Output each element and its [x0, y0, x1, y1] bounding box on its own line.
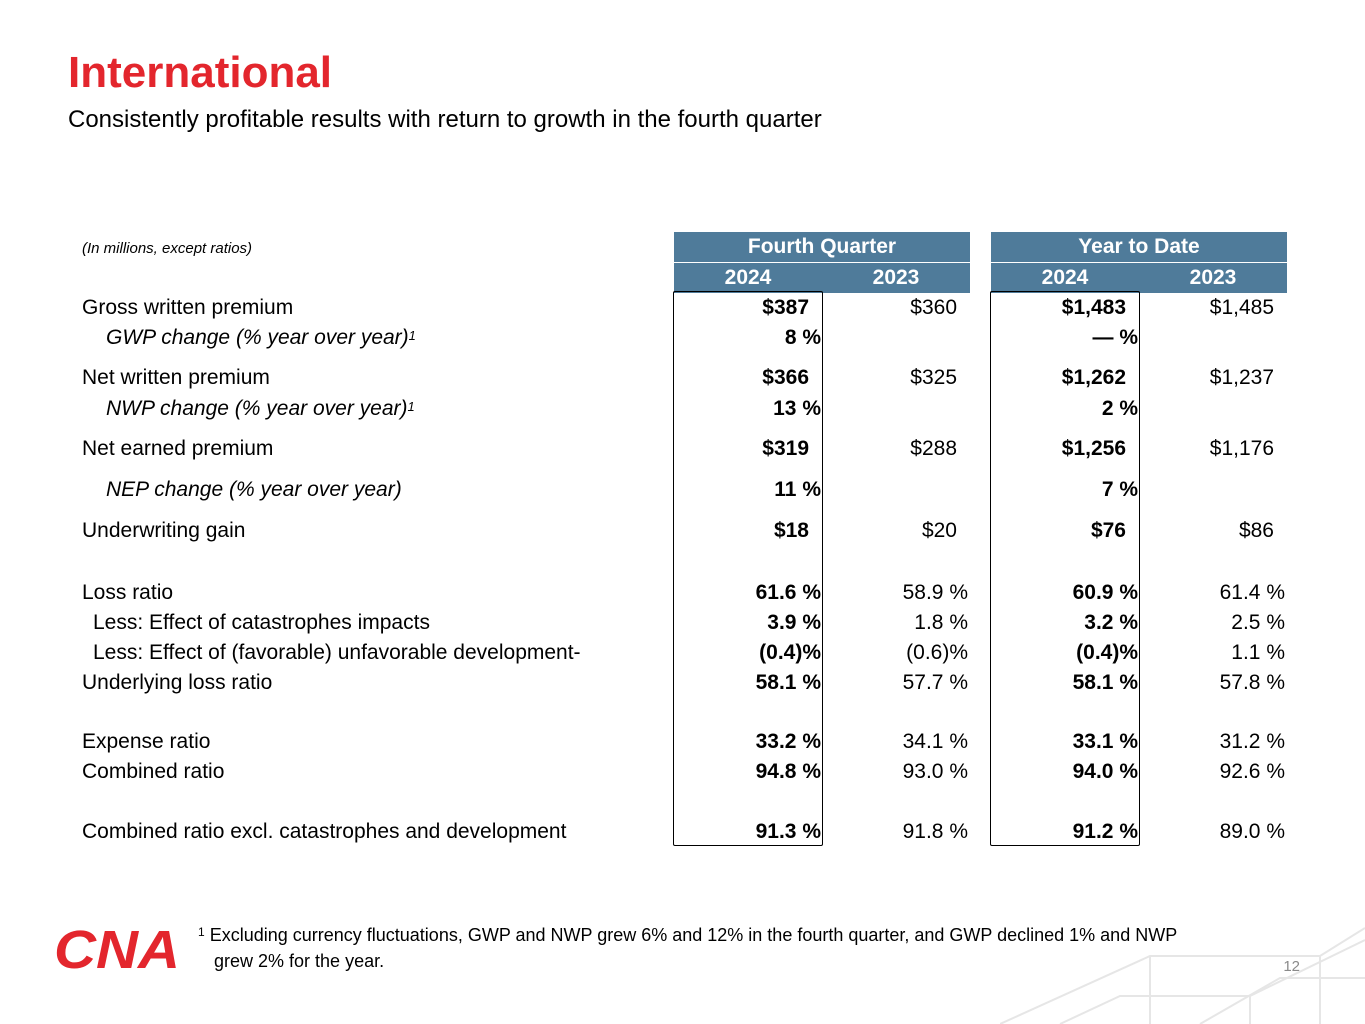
- table-row: Net earned premium $319 $288 $1,256 $1,1…: [0, 434, 1365, 464]
- cell-fq-2024: 3.9 %: [767, 611, 821, 634]
- row-label: Expense ratio: [82, 730, 211, 753]
- table-row: Less: Effect of catastrophes impacts 3.9…: [0, 608, 1365, 638]
- cell-fq-2024: (0.4)%: [759, 641, 821, 664]
- cell-ytd-2024: $1,483: [1061, 296, 1126, 319]
- units-note: (In millions, except ratios): [82, 240, 253, 257]
- cell-fq-2024: 58.1 %: [755, 671, 821, 694]
- cell-ytd-2024: — %: [1092, 326, 1138, 349]
- cell-fq-2023: 1.8 %: [914, 611, 968, 634]
- table-row: Underlying loss ratio 58.1 % 57.7 % 58.1…: [0, 668, 1365, 698]
- cell-fq-2023: 91.8 %: [902, 820, 968, 843]
- cell-fq-2023: 58.9 %: [902, 581, 968, 604]
- table-row: GWP change (% year over year)1 8 % — %: [0, 323, 1365, 353]
- cell-fq-2023: 57.7 %: [902, 671, 968, 694]
- cell-ytd-2023: 2.5 %: [1231, 611, 1285, 634]
- cell-ytd-2024: 2 %: [1101, 397, 1138, 420]
- cell-ytd-2023: 89.0 %: [1219, 820, 1285, 843]
- decorative-lines: [1000, 927, 1365, 1024]
- cell-fq-2023: (0.6)%: [906, 641, 968, 664]
- cell-fq-2024: 33.2 %: [755, 730, 821, 753]
- cell-ytd-2023: $86: [1238, 519, 1274, 542]
- row-label: Gross written premium: [82, 296, 294, 319]
- row-label: Less: Effect of (favorable) unfavorable …: [93, 641, 581, 664]
- table-row: NEP change (% year over year) 11 % 7 %: [0, 475, 1365, 505]
- cell-ytd-2024: 91.2 %: [1072, 820, 1138, 843]
- table-row: Combined ratio 94.8 % 93.0 % 94.0 % 92.6…: [0, 757, 1365, 787]
- footnote-line-2: grew 2% for the year.: [214, 951, 385, 971]
- table-row: Loss ratio 61.6 % 58.9 % 60.9 % 61.4 %: [0, 578, 1365, 608]
- cell-ytd-2024: 3.2 %: [1084, 611, 1138, 634]
- cna-logo: CNA: [54, 922, 180, 974]
- table-row: NWP change (% year over year)1 13 % 2 %: [0, 394, 1365, 424]
- cell-ytd-2023: 31.2 %: [1219, 730, 1285, 753]
- cell-ytd-2023: 61.4 %: [1219, 581, 1285, 604]
- cell-fq-2023: $360: [910, 296, 957, 319]
- header-ytd-year-band: [991, 263, 1287, 293]
- footnote-line-1: Excluding currency fluctuations, GWP and…: [209, 925, 1178, 945]
- header-fq-year-band: [674, 263, 970, 293]
- page-title: International: [68, 48, 333, 97]
- cell-ytd-2023: 1.1 %: [1231, 641, 1285, 664]
- row-label: GWP change (% year over year)1: [106, 326, 416, 349]
- cell-ytd-2023: $1,485: [1209, 296, 1274, 319]
- year-ytd-2023: 2023: [1189, 266, 1237, 289]
- cell-fq-2024: 91.3 %: [755, 820, 821, 843]
- cell-ytd-2024: (0.4)%: [1076, 641, 1138, 664]
- cell-ytd-2024: 58.1 %: [1072, 671, 1138, 694]
- row-label: Less: Effect of catastrophes impacts: [93, 611, 430, 634]
- cell-fq-2023: 93.0 %: [902, 760, 968, 783]
- cell-ytd-2024: 33.1 %: [1072, 730, 1138, 753]
- cell-ytd-2023: 57.8 %: [1219, 671, 1285, 694]
- cell-fq-2024: $18: [773, 519, 809, 542]
- cell-ytd-2024: 7 %: [1101, 478, 1138, 501]
- cell-ytd-2024: $1,262: [1061, 366, 1126, 389]
- cell-fq-2023: $288: [910, 437, 957, 460]
- cell-fq-2024: 61.6 %: [755, 581, 821, 604]
- table-row: Gross written premium $387 $360 $1,483 $…: [0, 293, 1365, 323]
- table-row: Net written premium $366 $325 $1,262 $1,…: [0, 363, 1365, 393]
- cell-fq-2023: $20: [921, 519, 957, 542]
- current-quarter-highlight-box: [673, 291, 823, 846]
- cell-ytd-2024: $76: [1090, 519, 1126, 542]
- cell-ytd-2024: $1,256: [1061, 437, 1126, 460]
- cell-fq-2024: $366: [762, 366, 809, 389]
- row-label: Net written premium: [82, 366, 270, 389]
- row-label: Net earned premium: [82, 437, 274, 460]
- table-row: Less: Effect of (favorable) unfavorable …: [0, 638, 1365, 668]
- table-row: Combined ratio excl. catastrophes and de…: [0, 817, 1365, 847]
- page-number: 12: [1283, 958, 1300, 975]
- cell-fq-2024: 13 %: [773, 397, 821, 420]
- year-fq-2023: 2023: [872, 266, 920, 289]
- row-label: Underwriting gain: [82, 519, 246, 542]
- row-label: Combined ratio excl. catastrophes and de…: [82, 820, 567, 843]
- cell-fq-2023: $325: [910, 366, 957, 389]
- cell-fq-2024: $319: [762, 437, 809, 460]
- page-subtitle: Consistently profitable results with ret…: [68, 106, 822, 133]
- cell-fq-2024: $387: [762, 296, 809, 319]
- year-fq-2024: 2024: [724, 266, 772, 289]
- cell-fq-2023: 34.1 %: [902, 730, 968, 753]
- row-label: NEP change (% year over year): [106, 478, 402, 501]
- row-label: NWP change (% year over year)1: [106, 397, 415, 420]
- footnote-marker: 1: [198, 925, 205, 939]
- year-ytd-2024: 2024: [1041, 266, 1089, 289]
- cell-ytd-2023: $1,237: [1209, 366, 1274, 389]
- logo-text: CNA: [54, 922, 180, 974]
- row-label: Loss ratio: [82, 581, 174, 604]
- row-label: Underlying loss ratio: [82, 671, 273, 694]
- header-year-to-date: Year to Date: [991, 232, 1287, 262]
- current-ytd-highlight-box: [990, 291, 1140, 846]
- cell-fq-2024: 8 %: [784, 326, 821, 349]
- cell-ytd-2023: 92.6 %: [1219, 760, 1285, 783]
- cell-ytd-2024: 60.9 %: [1072, 581, 1138, 604]
- cell-ytd-2023: $1,176: [1209, 437, 1274, 460]
- cell-fq-2024: 11 %: [774, 478, 821, 501]
- footnote: 1 Excluding currency fluctuations, GWP a…: [198, 922, 1248, 974]
- row-label: Combined ratio: [82, 760, 225, 783]
- cell-ytd-2024: 94.0 %: [1072, 760, 1138, 783]
- header-fourth-quarter: Fourth Quarter: [674, 232, 970, 262]
- table-row: Underwriting gain $18 $20 $76 $86: [0, 516, 1365, 546]
- cell-fq-2024: 94.8 %: [755, 760, 821, 783]
- table-row: Expense ratio 33.2 % 34.1 % 33.1 % 31.2 …: [0, 727, 1365, 757]
